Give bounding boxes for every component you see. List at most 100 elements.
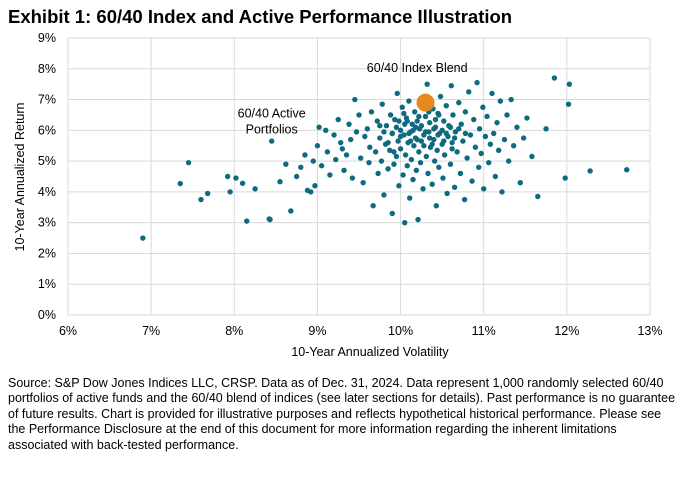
active-portfolio-point: [469, 178, 475, 184]
chart-grid: [67, 37, 651, 316]
active-portfolio-point: [364, 126, 371, 132]
active-portfolio-point: [399, 104, 405, 110]
active-portfolio-point: [449, 146, 455, 152]
active-portfolio-point: [562, 175, 568, 181]
active-portfolio-point: [372, 149, 379, 155]
active-portfolio-point: [431, 158, 438, 164]
active-portfolio-point: [501, 136, 508, 143]
chart-title: Exhibit 1: 60/40 Index and Active Perfor…: [8, 6, 513, 27]
active-portfolio-point: [410, 176, 416, 183]
active-portfolio-point: [436, 112, 442, 118]
active-portfolio-point: [471, 116, 477, 123]
active-portfolio-point: [394, 90, 400, 97]
active-portfolio-point: [505, 158, 512, 164]
active-portfolio-point: [464, 155, 470, 161]
active-portfolio-point: [504, 112, 510, 118]
active-portfolio-point: [347, 136, 354, 143]
x-tick-label: 13%: [637, 324, 662, 338]
active-portfolio-point: [495, 147, 502, 154]
active-portfolio-point: [314, 143, 321, 149]
active-portfolio-point: [450, 112, 456, 118]
active-portfolio-point: [239, 180, 246, 186]
x-tick-label: 11%: [472, 324, 496, 338]
active-portfolio-point: [244, 218, 250, 224]
active-portfolio-point: [422, 129, 429, 135]
active-portfolio-point: [499, 189, 505, 195]
active-portfolio-point: [381, 192, 387, 198]
active-portfolio-point: [385, 139, 391, 146]
active-portfolio-point: [486, 159, 492, 166]
active-portfolio-point: [529, 153, 535, 160]
active-portfolio-point: [377, 123, 383, 129]
active-portfolio-point: [352, 96, 358, 103]
active-portfolio-point: [441, 138, 447, 144]
active-portfolio-point: [310, 158, 316, 164]
active-portfolio-point: [551, 75, 558, 81]
active-portfolio-point: [412, 109, 418, 115]
active-portfolio-point: [357, 155, 364, 161]
active-portfolio-point: [198, 196, 204, 203]
active-portfolio-point: [140, 235, 146, 241]
active-portfolios-annotation: 60/40 Active Portfolios: [238, 107, 306, 137]
active-portfolio-point: [368, 109, 375, 115]
active-portfolio-point: [316, 124, 322, 130]
active-portfolio-point: [324, 149, 331, 155]
active-portfolio-point: [393, 124, 400, 130]
active-portfolio-point: [478, 150, 484, 157]
y-tick-label: 0%: [38, 308, 56, 322]
active-portfolio-point: [331, 132, 337, 138]
active-portfolio-point: [402, 152, 409, 158]
active-portfolio-point: [413, 167, 420, 174]
active-portfolio-point: [397, 146, 404, 152]
active-portfolio-point: [439, 127, 445, 134]
active-portfolio-point: [404, 118, 410, 124]
active-portfolio-point: [379, 101, 385, 107]
active-portfolio-point: [308, 189, 314, 195]
active-portfolio-point: [414, 118, 420, 124]
active-portfolio-point: [252, 186, 258, 192]
x-tick-label: 7%: [142, 324, 160, 338]
active-portfolio-point: [391, 161, 397, 167]
annotations: 60/40 Index Blend 60/40 Active Portfolios: [238, 61, 468, 137]
active-portfolio-point: [421, 143, 427, 149]
active-portfolio-point: [441, 152, 448, 158]
active-portfolio-point: [467, 132, 474, 138]
active-portfolio-point: [437, 93, 444, 100]
active-portfolio-point: [494, 119, 500, 126]
y-tick-label: 2%: [38, 246, 56, 260]
y-tick-label: 5%: [38, 154, 56, 168]
active-portfolio-point: [396, 118, 402, 124]
active-portfolio-point: [454, 149, 460, 155]
active-portfolio-point: [458, 121, 464, 127]
y-tick-label: 1%: [38, 277, 56, 291]
index-blend-point: [416, 93, 435, 112]
active-portfolio-point: [391, 149, 397, 155]
active-portfolio-point: [375, 170, 381, 177]
active-portfolio-point: [462, 130, 469, 137]
active-portfolio-point: [387, 112, 394, 118]
y-tick-label: 9%: [38, 31, 56, 45]
active-portfolio-point: [436, 164, 442, 170]
active-portfolio-point: [323, 127, 329, 134]
scatter-chart: 6% 7% 8% 9% 10% 11% 12% 13% 0% 1% 2% 3% 4% 5% 6% 7% 8% 9%…: [13, 31, 663, 359]
active-portfolio-point: [366, 159, 372, 166]
active-portfolio-point: [224, 173, 231, 180]
active-portfolio-point: [417, 159, 424, 166]
x-tick-label: 8%: [225, 324, 243, 338]
active-portfolio-point: [177, 180, 183, 187]
active-portfolio-point: [374, 118, 380, 124]
tick-labels: 6% 7% 8% 9% 10% 11% 12% 13% 0% 1% 2% 3% 4% 5% 6% 7% 8% 9%: [38, 31, 663, 338]
active-portfolio-point: [401, 110, 407, 117]
active-portfolio-point: [360, 179, 366, 186]
active-portfolio-point: [293, 173, 300, 180]
active-portfolio-point: [343, 152, 350, 158]
active-portfolio-point: [298, 164, 304, 170]
active-portfolio-point: [277, 179, 283, 185]
x-tick-label: 12%: [554, 324, 579, 338]
active-portfolio-point: [339, 146, 346, 152]
active-portfolio-point: [333, 156, 339, 163]
active-portfolio-point: [233, 175, 239, 181]
active-portfolio-point: [420, 186, 426, 192]
active-portfolio-point: [426, 135, 433, 141]
active-portfolio-point: [383, 123, 390, 129]
